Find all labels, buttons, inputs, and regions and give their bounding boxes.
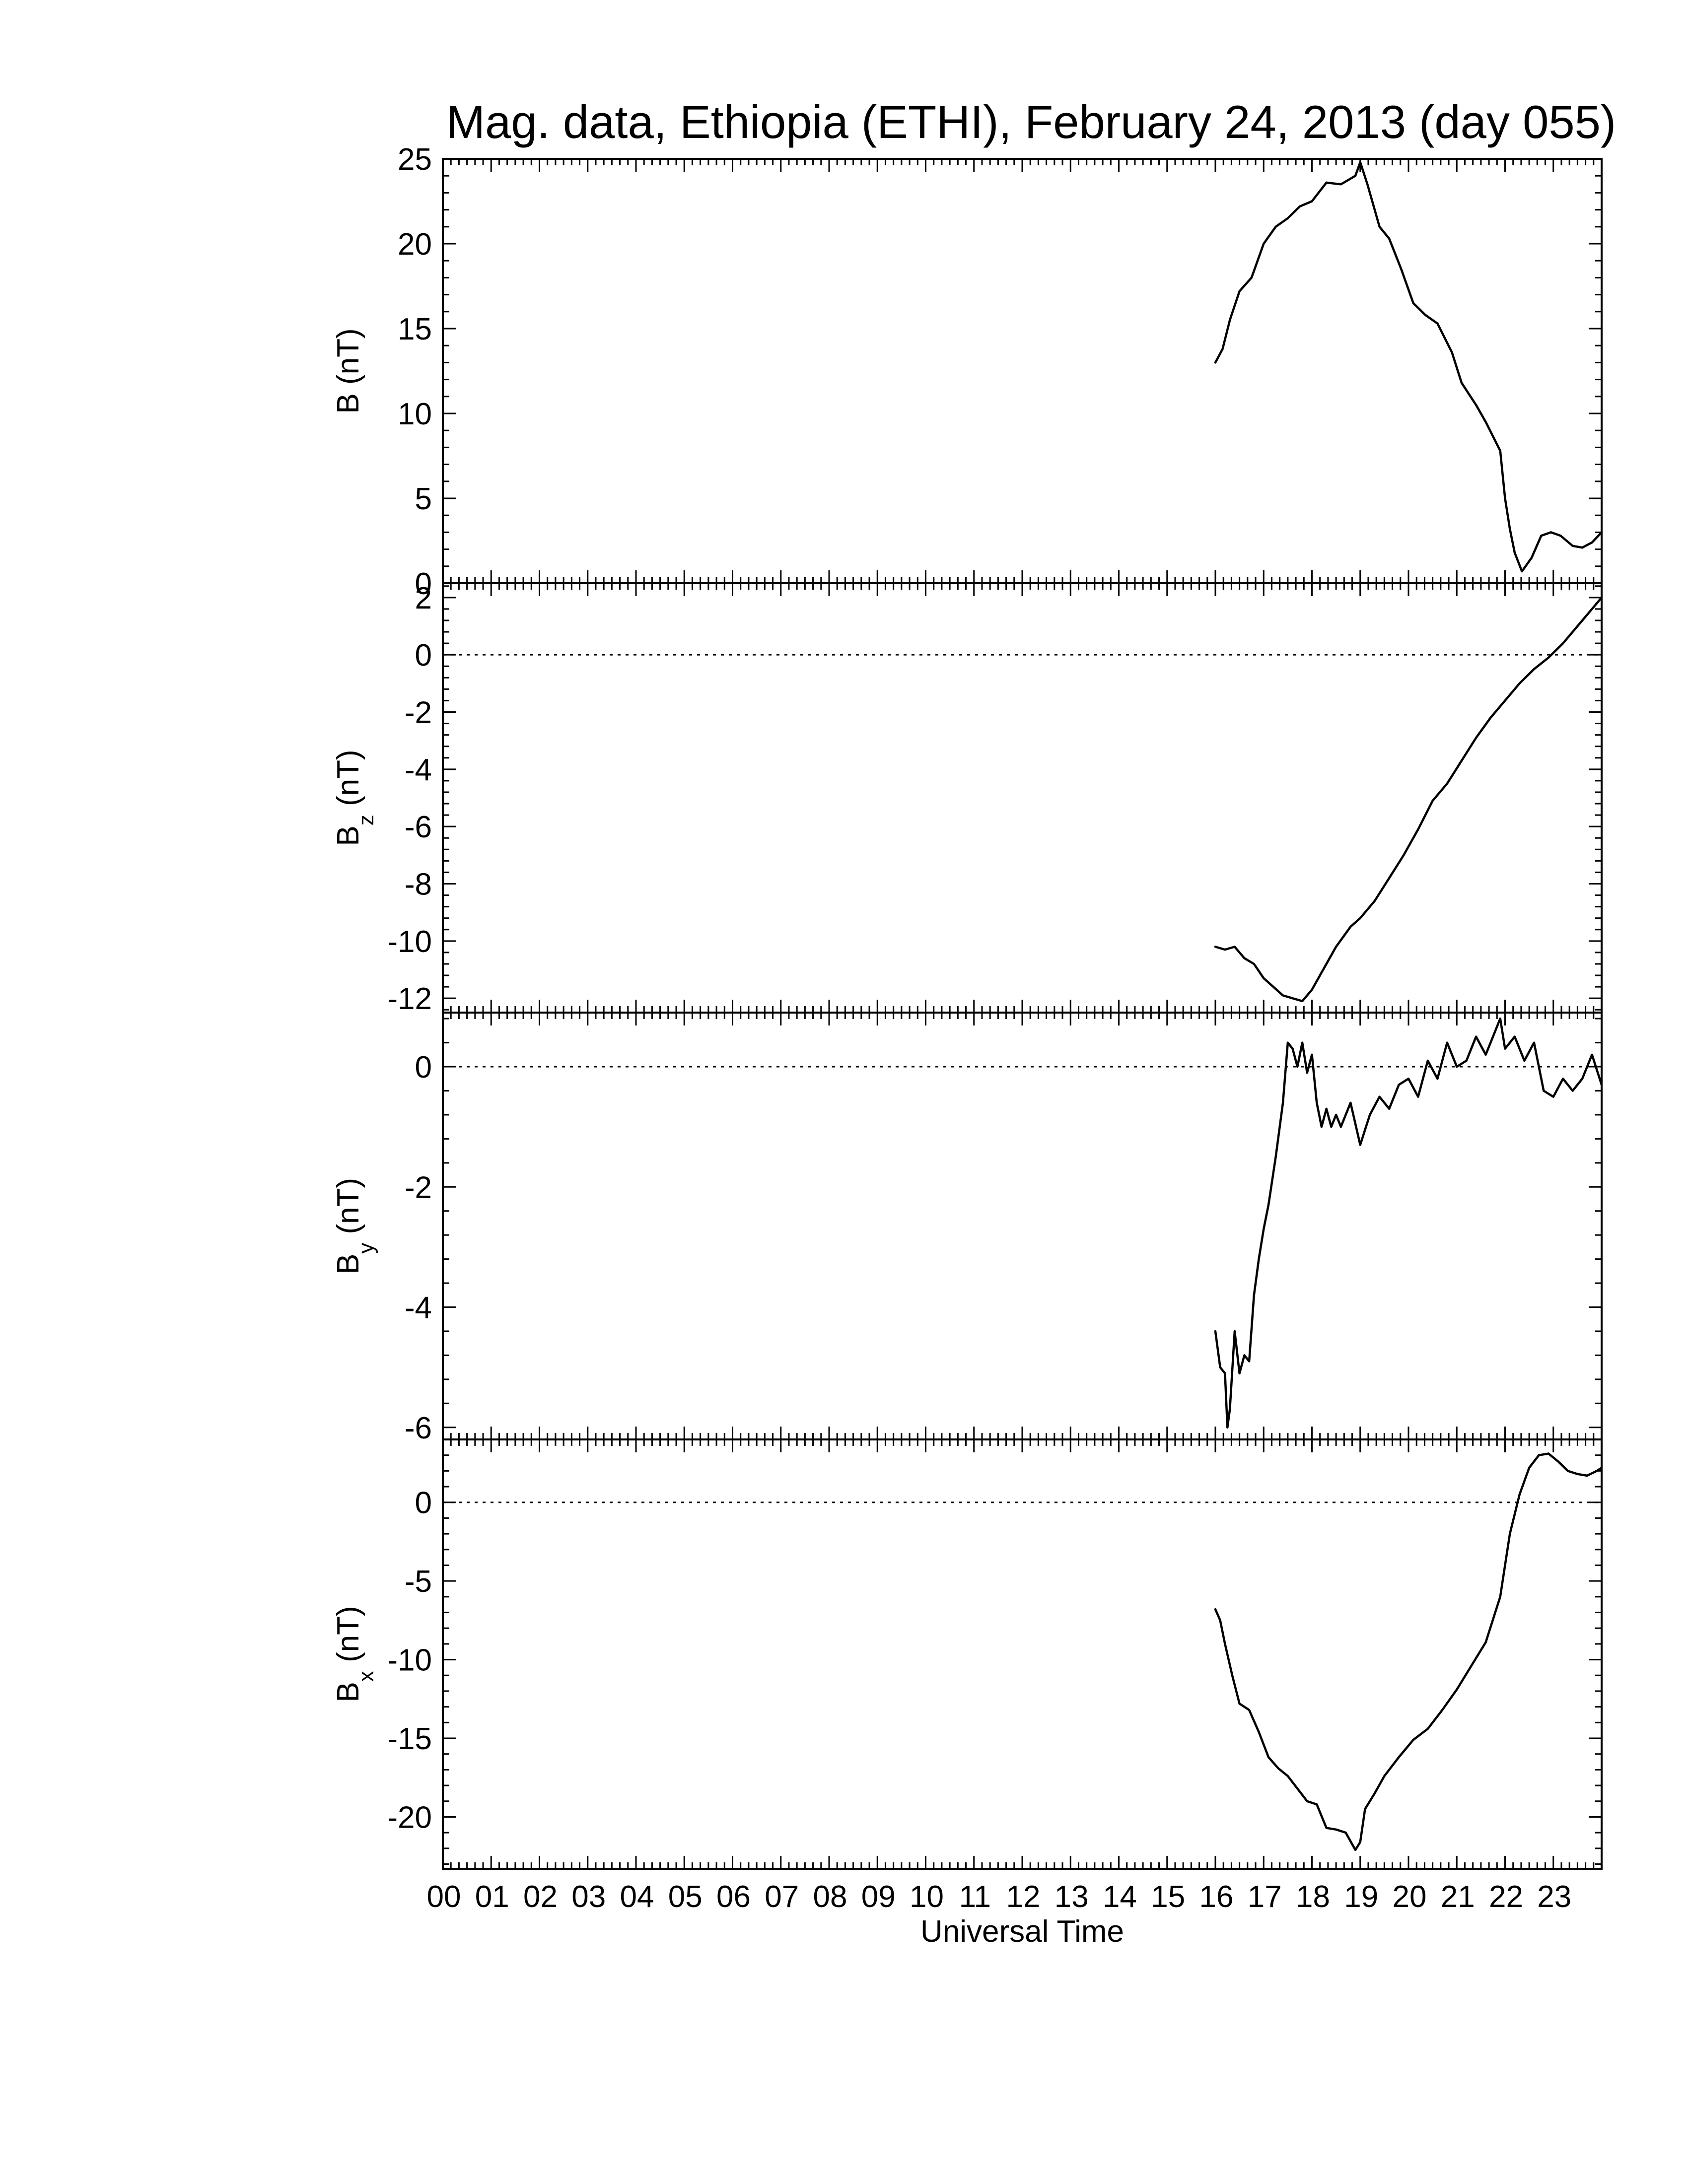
x-tick-label: 07 xyxy=(765,1880,799,1914)
x-tick-label: 10 xyxy=(910,1880,944,1914)
panel-Bz: -12 -10 -8 -6 -4 -2 0 2 Bz (nT) xyxy=(331,581,1603,1016)
x-tick-label: 18 xyxy=(1296,1880,1330,1914)
y-label-subscript: z xyxy=(354,815,378,825)
panel-Bx-y-tick-label: -20 xyxy=(387,1800,432,1835)
x-tick-label: 01 xyxy=(475,1880,509,1914)
x-tick-label: 22 xyxy=(1489,1880,1523,1914)
x-tick-label: 04 xyxy=(620,1880,654,1914)
panel-Bz-frame xyxy=(442,582,1603,1014)
y-label-symbol: B xyxy=(331,825,365,846)
chart-title: Mag. data, Ethiopia (ETHI), February 24,… xyxy=(446,96,1616,148)
panel-Bz-y-tick-label: -10 xyxy=(387,925,432,959)
y-label-symbol: B xyxy=(331,1682,365,1702)
x-tick-label: 14 xyxy=(1103,1880,1137,1914)
panel-B-y-tick-label: 0 xyxy=(415,567,432,601)
x-tick-label: 15 xyxy=(1151,1880,1185,1914)
panel-Bx-y-tick-label: -5 xyxy=(405,1565,432,1599)
x-tick-label: 02 xyxy=(523,1880,558,1914)
panel-By-series-line xyxy=(1214,1017,1603,1429)
x-tick-label: 21 xyxy=(1441,1880,1475,1914)
panel-B-y-tick-label: 25 xyxy=(398,142,432,177)
x-tick-label: 09 xyxy=(861,1880,896,1914)
x-tick-label: 06 xyxy=(716,1880,751,1914)
panel-B-y-tick-label: 20 xyxy=(398,227,432,262)
y-label-subscript: x xyxy=(354,1671,378,1682)
panel-Bz-y-tick-label: -2 xyxy=(405,696,432,730)
y-label-unit: (nT) xyxy=(331,1178,365,1243)
panel-B-y-axis-label: B (nT) xyxy=(331,328,365,413)
panel-Bz-y-tick-label: -6 xyxy=(405,810,432,844)
panel-B-frame xyxy=(442,158,1603,584)
x-tick-label: 00 xyxy=(427,1880,461,1914)
panel-By-y-tick-label: -6 xyxy=(405,1411,432,1445)
x-tick-label: 08 xyxy=(813,1880,847,1914)
x-tick-label: 12 xyxy=(1006,1880,1041,1914)
x-tick-label: 23 xyxy=(1537,1880,1571,1914)
y-label-unit: (nT) xyxy=(331,1606,365,1671)
panel-Bz-y-tick-label: 0 xyxy=(415,638,432,673)
panel-B-y-tick-label: 15 xyxy=(398,312,432,346)
panel-Bx-y-tick-label: 0 xyxy=(415,1486,432,1520)
panel-By-y-tick-label: 0 xyxy=(415,1050,432,1085)
panel-By-frame xyxy=(442,1012,1603,1440)
y-label-unit: (nT) xyxy=(331,328,365,393)
panel-By-y-tick-label: -2 xyxy=(405,1170,432,1205)
y-label-subscript: y xyxy=(354,1243,378,1254)
x-tick-label: 20 xyxy=(1393,1880,1427,1914)
panel-By-y-axis-label: By (nT) xyxy=(331,1178,378,1274)
panel-Bz-y-axis-label: Bz (nT) xyxy=(331,750,378,846)
panel-B: 0 5 10 15 20 25 B (nT) xyxy=(331,142,1603,601)
panel-Bx-y-tick-label: -10 xyxy=(387,1643,432,1678)
y-label-symbol: B xyxy=(331,393,365,413)
panel-B-y-tick-label: 10 xyxy=(398,397,432,431)
panel-Bz-y-tick-label: 2 xyxy=(415,581,432,615)
x-tick-label: 16 xyxy=(1199,1880,1234,1914)
y-label-symbol: B xyxy=(331,1254,365,1274)
x-tick-label: 17 xyxy=(1248,1880,1282,1914)
x-tick-label: 11 xyxy=(959,1880,991,1914)
panel-Bx-frame xyxy=(442,1438,1603,1870)
x-tick-label: 19 xyxy=(1344,1880,1378,1914)
panel-Bz-y-tick-label: -4 xyxy=(405,753,432,787)
panel-Bz-series-line xyxy=(1214,596,1603,1003)
panel-By: -6 -4 -2 0 By (nT) xyxy=(331,1012,1603,1445)
x-tick-label: 03 xyxy=(571,1880,606,1914)
panel-Bx-y-axis-label: Bx (nT) xyxy=(331,1606,378,1702)
panel-Bz-y-tick-label: -8 xyxy=(405,868,432,902)
panel-Bz-y-tick-label: -12 xyxy=(387,982,432,1016)
panel-Bx-y-tick-label: -15 xyxy=(387,1722,432,1756)
x-axis-label: Universal Time xyxy=(920,1914,1124,1949)
x-tick-label: 05 xyxy=(668,1880,703,1914)
x-axis: 00 01 02 03 04 05 06 07 08 09 10 11 12 13 14 15 16 17 18 19… xyxy=(427,1880,1572,1914)
panel-B-y-tick-label: 5 xyxy=(415,482,432,516)
panel-By-y-tick-label: -4 xyxy=(405,1291,432,1325)
panel-B-series-line xyxy=(1214,161,1603,573)
panel-Bx: -20 -15 -10 -5 0 Bx (nT) xyxy=(331,1438,1603,1870)
panel-Bx-series-line xyxy=(1214,1452,1603,1851)
y-label-unit: (nT) xyxy=(331,750,365,815)
x-tick-label: 13 xyxy=(1055,1880,1089,1914)
